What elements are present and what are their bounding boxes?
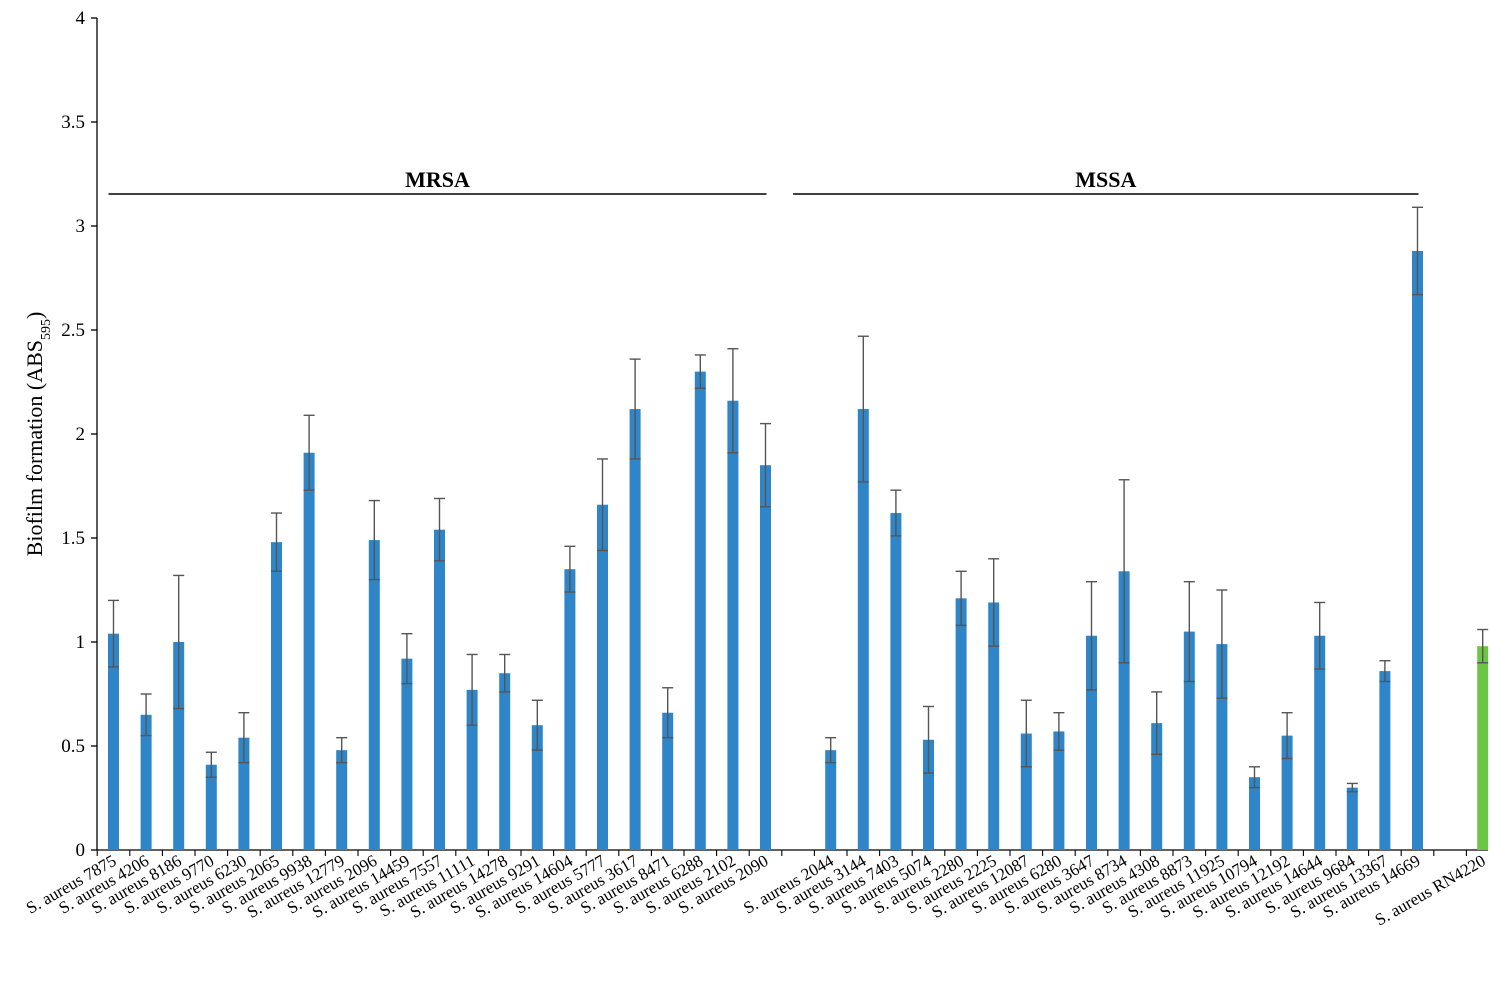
y-tick-label: 4 (76, 8, 86, 29)
bar (1151, 723, 1163, 850)
bar (238, 737, 250, 850)
y-tick-label: 0.5 (61, 736, 85, 757)
error-bars (108, 206, 1489, 793)
bar (1118, 571, 1130, 850)
y-tick-label: 3.5 (61, 112, 85, 133)
bar (173, 642, 185, 850)
bar (564, 569, 576, 850)
bar (336, 750, 348, 850)
bar (988, 602, 1000, 850)
bar (955, 598, 967, 850)
bar (1183, 631, 1195, 850)
y-tick-label: 1.5 (61, 528, 85, 549)
bar (1281, 735, 1293, 850)
x-tick-label: S. aureus RN4220 (1372, 851, 1489, 930)
y-axis-title-subscript: 595 (39, 319, 54, 340)
group-brackets: MRSA MSSA (108, 167, 1419, 195)
bar (694, 371, 706, 850)
bar (825, 750, 837, 850)
bar (1216, 644, 1228, 850)
y-axis: 0 0.5 1 1.5 2 2.5 3 3.5 4 (61, 8, 98, 861)
bar (629, 409, 641, 850)
bar (1086, 635, 1097, 850)
bar (1346, 787, 1358, 850)
bar (499, 673, 511, 850)
bar (1314, 635, 1326, 850)
bar (271, 542, 282, 850)
bar (1477, 646, 1489, 850)
bar (466, 689, 478, 850)
y-tick-label: 3 (76, 216, 86, 237)
y-tick-label: 0 (76, 840, 86, 861)
bar (434, 529, 445, 850)
bar (760, 465, 771, 850)
bar (531, 725, 543, 850)
bar (108, 633, 119, 850)
bar (205, 764, 217, 850)
y-axis-title: Biofilm formation (ABS595) (22, 312, 54, 557)
bar (401, 658, 413, 850)
bar (890, 513, 902, 850)
bar (662, 712, 674, 850)
bar (1053, 731, 1065, 850)
bar (857, 409, 869, 850)
y-tick-label: 2 (76, 424, 86, 445)
group-label: MSSA (1075, 167, 1136, 192)
bar (140, 714, 152, 850)
bar (923, 739, 934, 850)
group-label: MRSA (405, 167, 470, 192)
bar (1249, 777, 1260, 850)
bar (597, 504, 608, 850)
bar (368, 540, 380, 850)
bar (303, 452, 315, 850)
bars (108, 250, 1489, 850)
bar (727, 400, 739, 850)
y-tick-label: 1 (76, 632, 86, 653)
bar (1379, 671, 1391, 850)
y-tick-label: 2.5 (61, 320, 85, 341)
bar (1020, 733, 1032, 850)
bar (1412, 250, 1423, 850)
y-axis-title-close: ) (22, 312, 47, 319)
y-axis-title-main: Biofilm formation (ABS (22, 340, 47, 556)
